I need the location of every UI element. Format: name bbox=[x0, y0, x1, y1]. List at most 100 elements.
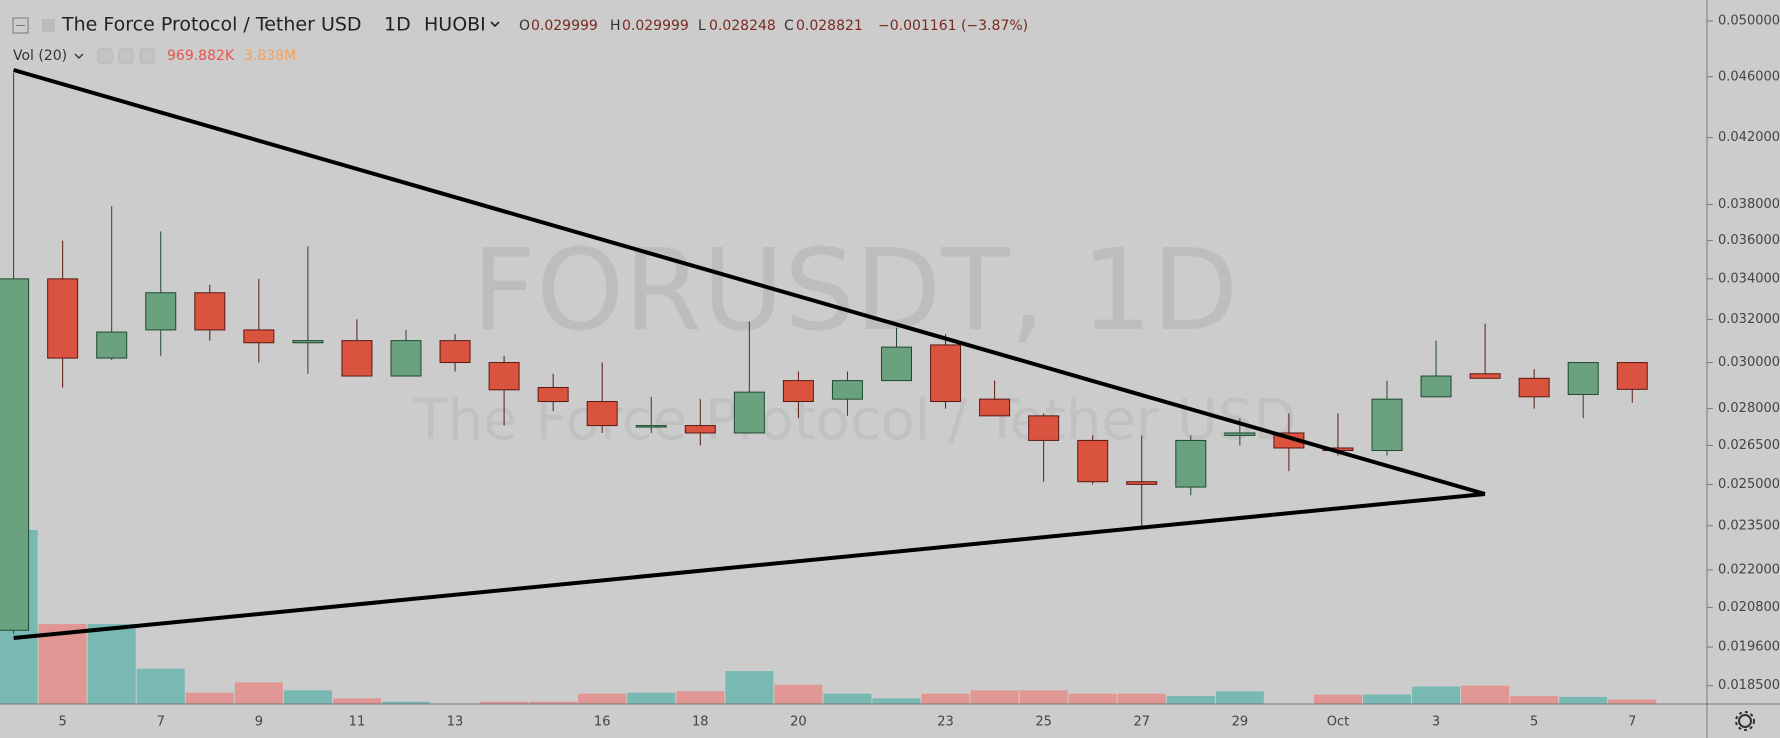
candle-body bbox=[537, 386, 569, 403]
x-tick-label: 7 bbox=[1628, 715, 1636, 730]
x-tick-label: 27 bbox=[1133, 715, 1150, 730]
x-tick-label: 11 bbox=[349, 715, 366, 730]
x-tick-label: 25 bbox=[1035, 715, 1052, 730]
candle-body bbox=[194, 292, 226, 331]
symbol-name: The Force Protocol / Tether USD bbox=[61, 14, 362, 36]
x-tick-label: 20 bbox=[790, 715, 807, 730]
candle-body bbox=[881, 346, 912, 382]
trendline bbox=[13, 68, 1486, 496]
volume-bar bbox=[725, 671, 774, 704]
candle-layer bbox=[0, 72, 1648, 634]
y-tick-label: 0.023500 bbox=[1718, 518, 1780, 533]
y-tick-label: 0.025000 bbox=[1718, 477, 1780, 492]
y-tick-label: 0.018500 bbox=[1718, 678, 1780, 693]
trendlines bbox=[13, 68, 1486, 640]
candle-body bbox=[1616, 362, 1648, 390]
candle-body bbox=[1469, 373, 1501, 379]
candle-body bbox=[782, 380, 814, 403]
candle-body bbox=[96, 331, 128, 359]
candle-body bbox=[0, 278, 30, 631]
volume-bar bbox=[87, 624, 136, 704]
y-tick-label: 0.050000 bbox=[1718, 14, 1780, 29]
volume-bar bbox=[332, 698, 381, 704]
y-tick-label: 0.042000 bbox=[1718, 130, 1780, 145]
y-tick-label: 0.020800 bbox=[1718, 600, 1780, 615]
candle-body bbox=[930, 344, 962, 403]
candle-body bbox=[292, 340, 324, 344]
candle-body bbox=[1077, 439, 1109, 483]
change: −0.001161 (−3.87%) bbox=[878, 18, 1028, 34]
volume-value: 969.882K bbox=[167, 48, 235, 64]
volume-bar bbox=[283, 690, 332, 704]
candle-body bbox=[145, 292, 177, 331]
x-tick-label: 5 bbox=[1530, 715, 1538, 730]
x-tick-label: 9 bbox=[255, 715, 263, 730]
collapse-button[interactable] bbox=[12, 17, 29, 34]
watermark: FORUSDT, 1D The Force Protocol / Tether … bbox=[413, 226, 1297, 453]
close-value: 0.028821 bbox=[796, 18, 863, 34]
volume-bar bbox=[529, 701, 578, 704]
candle-body bbox=[1420, 375, 1452, 398]
gear-teeth bbox=[1735, 711, 1755, 731]
volume-bar bbox=[1313, 694, 1362, 704]
volume-bar bbox=[1362, 694, 1412, 704]
open-value: 0.029999 bbox=[531, 18, 598, 34]
axis-layer: 0.050000 0.046000 0.042000 0.038000 0.036000… bbox=[59, 14, 1780, 730]
visibility-button[interactable] bbox=[97, 48, 113, 64]
x-tick-label: 3 bbox=[1432, 715, 1440, 730]
volume-layer bbox=[0, 530, 1657, 704]
candle-body bbox=[1371, 398, 1403, 452]
x-tick-label: Oct bbox=[1327, 715, 1349, 730]
candle-body bbox=[488, 362, 520, 391]
volume-bar bbox=[1412, 686, 1461, 704]
y-tick-label: 0.030000 bbox=[1718, 355, 1780, 370]
volume-bar bbox=[185, 692, 234, 704]
settings-button[interactable] bbox=[118, 48, 134, 64]
candle-body bbox=[439, 340, 471, 364]
y-tick-label: 0.046000 bbox=[1718, 69, 1780, 84]
candle-body bbox=[831, 380, 863, 400]
volume-bar bbox=[872, 698, 921, 704]
gear-icon bbox=[1738, 714, 1752, 728]
open-key: O bbox=[519, 18, 530, 34]
volume-bar bbox=[676, 691, 725, 704]
settings-gear[interactable] bbox=[1735, 711, 1755, 731]
candle-body bbox=[341, 340, 373, 377]
volume-bar bbox=[921, 693, 970, 704]
x-tick-label: 29 bbox=[1232, 715, 1249, 730]
candle-body bbox=[1028, 415, 1060, 441]
volume-bar bbox=[970, 690, 1019, 704]
y-tick-label: 0.036000 bbox=[1718, 233, 1780, 248]
symbol-icon bbox=[42, 19, 55, 32]
close-button[interactable] bbox=[139, 48, 155, 64]
low-key: L bbox=[698, 18, 706, 34]
volume-bar bbox=[823, 693, 872, 704]
volume-bar bbox=[578, 693, 627, 704]
volume-bar bbox=[381, 701, 431, 704]
volume-bar bbox=[1068, 693, 1117, 704]
x-tick-label: 5 bbox=[59, 715, 67, 730]
x-tick-label: 13 bbox=[447, 715, 464, 730]
volume-bar bbox=[234, 682, 283, 704]
volume-bar bbox=[38, 624, 87, 704]
volume-bar bbox=[1510, 696, 1559, 704]
y-tick-label: 0.038000 bbox=[1718, 197, 1780, 212]
x-tick-label: 7 bbox=[157, 715, 165, 730]
dropdown-arrow bbox=[74, 53, 84, 59]
candle-body bbox=[1567, 362, 1599, 395]
candle-body bbox=[47, 278, 79, 359]
candle-body bbox=[1175, 439, 1207, 488]
candle-body bbox=[1126, 481, 1158, 485]
exchange[interactable]: HUOBI bbox=[424, 14, 486, 36]
volume-bar bbox=[1215, 691, 1264, 704]
y-tick-label: 0.034000 bbox=[1718, 271, 1780, 286]
volume-bar bbox=[1608, 699, 1657, 704]
interval[interactable]: 1D bbox=[384, 14, 411, 36]
candle-body bbox=[733, 391, 765, 434]
volume-name: Vol (20) bbox=[13, 48, 67, 64]
y-tick-label: 0.032000 bbox=[1718, 312, 1780, 327]
candle-body bbox=[684, 425, 716, 434]
volume-bar bbox=[1019, 690, 1068, 704]
